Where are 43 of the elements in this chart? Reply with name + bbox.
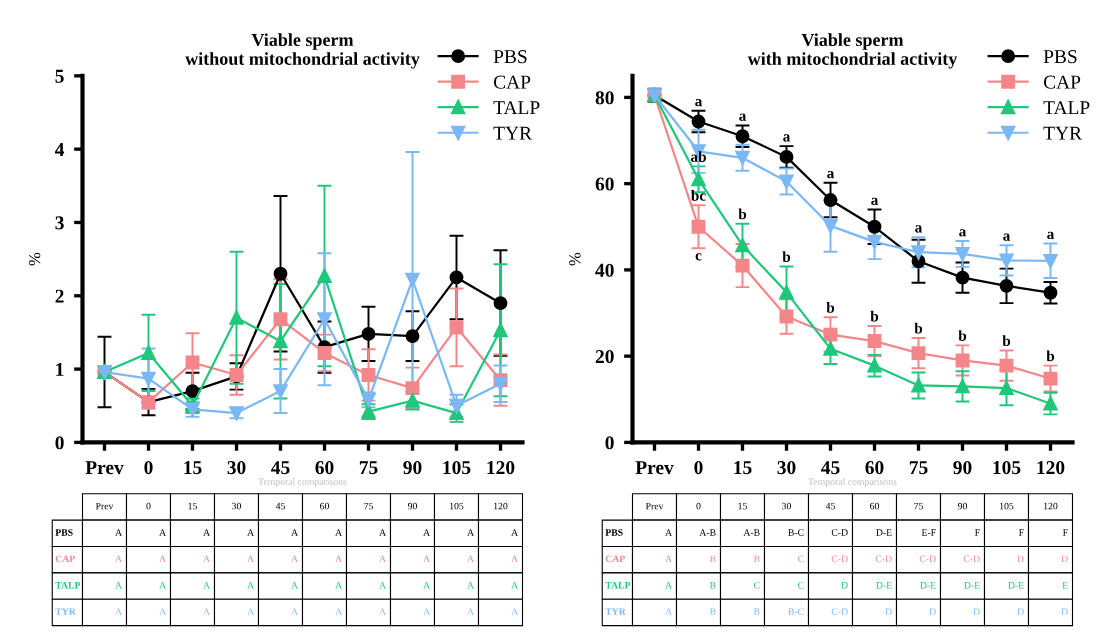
legend-label: CAP — [1043, 75, 1081, 89]
x-tick-label: 60 — [315, 461, 334, 475]
x-tick-label: 45 — [821, 461, 840, 475]
x-tick-label: 120 — [487, 461, 515, 475]
legend-label: TALP — [1043, 101, 1090, 115]
x-tick-label: 60 — [865, 461, 884, 475]
y-tick-label: 0 — [55, 436, 64, 450]
chart-title: Viable sperm with mitochondrial activity — [747, 33, 958, 69]
legend-label: PBS — [493, 50, 527, 64]
y-axis-title: % — [28, 252, 41, 266]
y-axis-title: % — [569, 252, 581, 266]
x-tick-label: 15 — [184, 461, 202, 475]
y-tick-label: 1 — [56, 363, 64, 376]
x-tick-label: 30 — [227, 461, 246, 475]
y-tick-label: 20 — [595, 349, 614, 364]
x-tick-label: 15 — [734, 461, 752, 475]
x-tick-label: 45 — [271, 461, 290, 475]
y-tick-label: 40 — [595, 263, 614, 277]
legend-label: CAP — [493, 75, 531, 89]
x-tick-label: 75 — [909, 461, 928, 475]
x-tick-label: 120 — [1037, 461, 1065, 475]
y-tick-label: 2 — [55, 289, 64, 303]
y-tick-label: 4 — [54, 143, 65, 156]
x-tick-label: Prev — [85, 461, 124, 475]
y-tick-label: 5 — [55, 69, 64, 83]
x-tick-label: 0 — [144, 461, 153, 475]
legend-label: TYR — [1043, 126, 1083, 140]
x-tick-label: Prev — [635, 461, 674, 475]
x-tick-label: 30 — [777, 461, 796, 475]
y-tick-label: 3 — [55, 216, 64, 230]
legend-label: TALP — [493, 101, 540, 115]
x-tick-label: 0 — [694, 461, 703, 475]
y-tick-label: 60 — [595, 177, 614, 191]
x-tick-label: 105 — [993, 461, 1021, 475]
legend-label: PBS — [1043, 50, 1077, 64]
y-tick-label: 0 — [605, 436, 614, 450]
y-tick-label: 80 — [595, 91, 614, 105]
x-tick-label: 90 — [953, 461, 972, 475]
chart-title: Viable sperm without mitochondrial activity — [185, 33, 420, 69]
x-tick-label: 75 — [359, 461, 378, 475]
legend-label: TYR — [493, 126, 533, 140]
x-tick-label: 105 — [443, 461, 471, 475]
x-tick-label: 90 — [403, 461, 422, 475]
